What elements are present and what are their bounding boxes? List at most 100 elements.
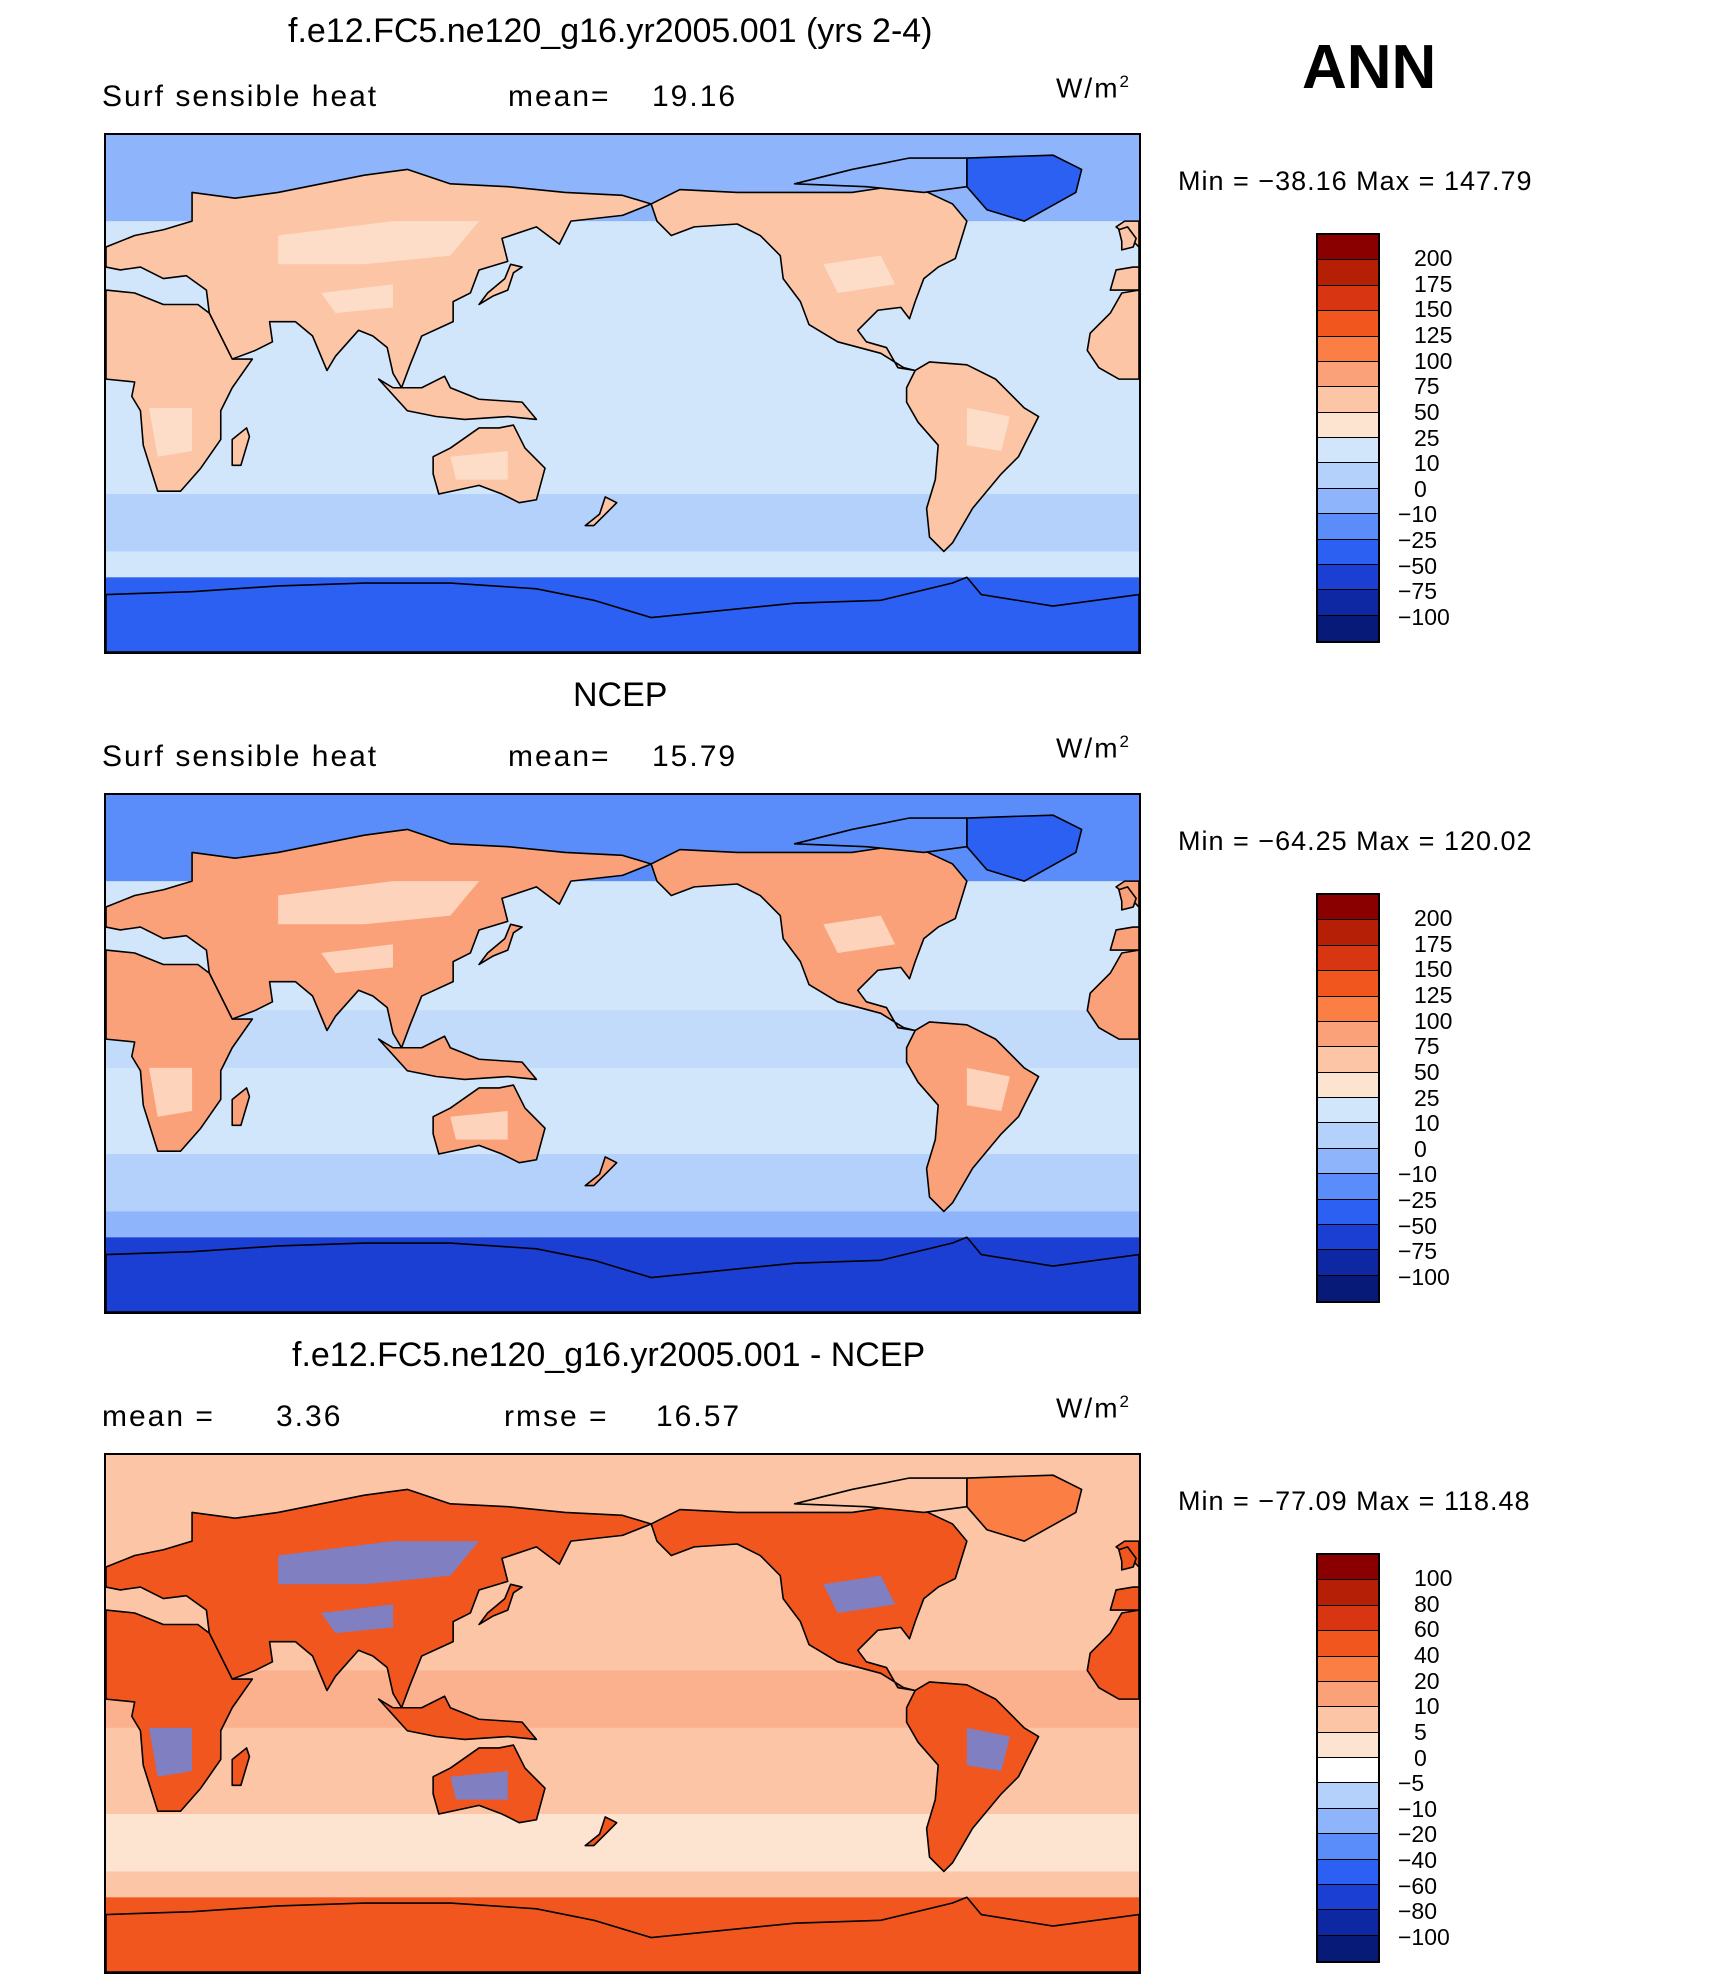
panel-title-ncep: NCEP	[573, 676, 668, 714]
colorbar-segment	[1318, 1707, 1378, 1733]
colorbar-tick-label: 20	[1414, 1667, 1440, 1694]
colorbar-tick-label: −100	[1398, 603, 1450, 630]
mean-label-model: mean=	[508, 80, 611, 113]
colorbar-tick-label: −25	[1398, 527, 1438, 553]
colorbar-tick-label: −100	[1398, 1263, 1450, 1290]
variable-name-model: Surf sensible heat	[102, 80, 379, 113]
map-difference	[104, 1453, 1141, 1974]
coastline-japan	[478, 1583, 523, 1626]
coastline-japan	[478, 263, 523, 306]
coastline-africa	[106, 289, 254, 492]
colorbar-difference	[1316, 1553, 1380, 1963]
colorbar-segment	[1318, 1148, 1378, 1175]
colorbar-tick-label: −50	[1398, 552, 1438, 579]
colorbar-tick-label: −75	[1398, 578, 1438, 605]
colorbar-segment	[1318, 1910, 1378, 1936]
land-shading-patch	[450, 1770, 508, 1800]
colorbar-tick-label: 0	[1414, 1135, 1427, 1162]
colorbar-tick-label: 100	[1414, 1007, 1453, 1034]
mean-value-ncep: 15.79	[652, 740, 738, 773]
map-canvas	[106, 135, 1139, 652]
colorbar-model	[1316, 233, 1380, 643]
coastline-antarctica	[106, 1236, 1139, 1312]
colorbar-segment	[1318, 971, 1378, 997]
colorbar-tick-label: −20	[1398, 1821, 1438, 1848]
land-shading-patch	[321, 944, 393, 974]
colorbar-tick-label: 5	[1414, 1718, 1427, 1745]
min-max-model: Min = −38.16 Max = 147.79	[1178, 166, 1533, 196]
colorbar-segment	[1318, 463, 1378, 489]
mean-label-difference: mean =	[102, 1400, 215, 1433]
coastline-uk	[1118, 226, 1137, 251]
land-shading-patch	[149, 1067, 193, 1117]
coastline-madagascar	[231, 1747, 251, 1787]
colorbar-tick-label: 80	[1414, 1590, 1440, 1617]
colorbar-segment	[1318, 1783, 1378, 1809]
coastline-nz	[584, 1156, 618, 1187]
southern-ocean-band	[106, 1154, 1139, 1212]
mean-value-model: 19.16	[652, 80, 738, 113]
land-shading-patch	[966, 1067, 1010, 1111]
colorbar-segment	[1318, 1656, 1378, 1682]
colorbar-tick-label: 10	[1414, 1693, 1440, 1720]
colorbar-segment	[1318, 1580, 1378, 1606]
colorbar-tick-label: 0	[1414, 475, 1427, 502]
variable-name-ncep: Surf sensible heat	[102, 740, 379, 773]
mean-label-ncep: mean=	[508, 740, 611, 773]
coastline-uk	[1118, 886, 1137, 911]
colorbar-segment	[1318, 996, 1378, 1022]
land-shading-patch	[823, 1575, 896, 1613]
colorbar-segment	[1318, 539, 1378, 565]
colorbar-segment	[1318, 412, 1378, 438]
southern-ocean-band	[106, 1814, 1139, 1872]
colorbar-tick-label: 125	[1414, 982, 1453, 1008]
colorbar-tick-label: 200	[1414, 905, 1453, 932]
colorbar-tick-label: −10	[1398, 1161, 1438, 1188]
colorbar-tick-label: 150	[1414, 296, 1453, 323]
colorbar-tick-label: −10	[1398, 501, 1438, 528]
colorbar-segment	[1318, 1681, 1378, 1708]
coastline-antarctica	[106, 1896, 1139, 1972]
circumpolar-band	[106, 1211, 1139, 1238]
colorbar-tick-label: 50	[1414, 398, 1440, 425]
colorbar-segment	[1318, 564, 1378, 591]
coastline-madagascar	[231, 427, 251, 467]
colorbar-segment	[1318, 1021, 1378, 1048]
coastline-antarctica	[106, 576, 1139, 652]
colorbar-segment	[1318, 1275, 1378, 1301]
colorbar-tick-label: −75	[1398, 1238, 1438, 1265]
colorbar-tick-label: 175	[1414, 930, 1453, 957]
colorbar-segment	[1318, 1072, 1378, 1098]
min-max-difference: Min = −77.09 Max = 118.48	[1178, 1486, 1531, 1516]
colorbar-segment	[1318, 1732, 1378, 1758]
land-shading-patch	[450, 450, 508, 480]
land-shading-patch	[149, 407, 193, 457]
colorbar-tick-label: 100	[1414, 347, 1453, 374]
colorbar-segment	[1318, 1555, 1378, 1581]
coastline-indonesia	[377, 1695, 538, 1741]
coastline-arctic-isl	[793, 817, 968, 854]
coastline-madagascar	[231, 1087, 251, 1127]
colorbar-tick-label: 50	[1414, 1058, 1440, 1085]
colorbar-tick-label: 10	[1414, 450, 1440, 477]
colorbar-tick-label: −50	[1398, 1212, 1438, 1239]
coastline-africa-w	[1086, 949, 1139, 1040]
map-canvas	[106, 1455, 1139, 1972]
land-shading-patch	[149, 1727, 193, 1777]
coastline-africa-w	[1086, 289, 1139, 380]
colorbar-segment	[1318, 1859, 1378, 1885]
map-ncep	[104, 793, 1141, 1314]
colorbar-tick-label: 40	[1414, 1642, 1440, 1668]
units-label-ncep: W/m2	[1056, 732, 1131, 764]
coastline-africa	[106, 1609, 254, 1812]
colorbar-segment	[1318, 260, 1378, 286]
season-label: ANN	[1302, 33, 1437, 102]
colorbar-segment	[1318, 438, 1378, 464]
coastline-indonesia	[377, 375, 538, 421]
colorbar-tick-label: 75	[1414, 1033, 1440, 1060]
colorbar-segment	[1318, 514, 1378, 540]
coastline-arctic-isl	[793, 157, 968, 194]
coastline-greenland	[966, 1474, 1083, 1542]
coastline-s-america	[905, 1681, 1040, 1873]
colorbar-tick-label: −10	[1398, 1795, 1438, 1822]
